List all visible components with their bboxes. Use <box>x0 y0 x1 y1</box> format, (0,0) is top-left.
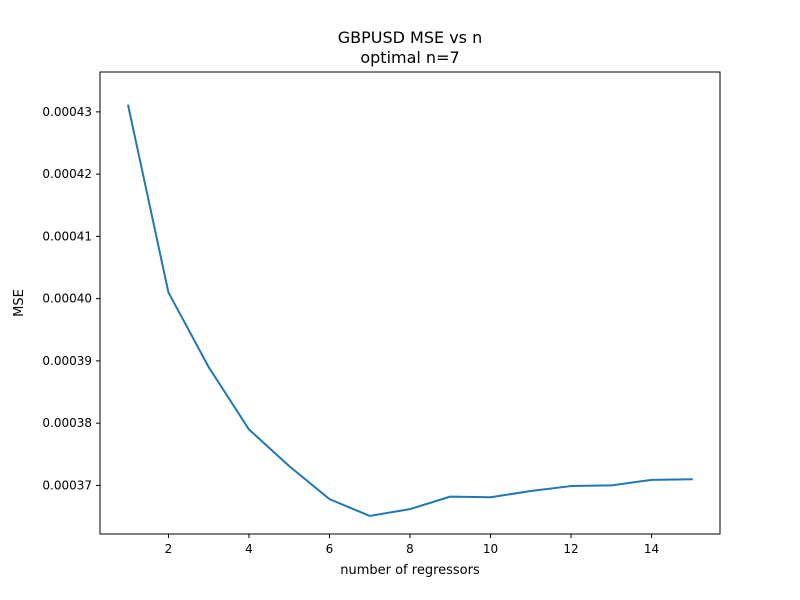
chart-title: GBPUSD MSE vs n <box>338 28 482 47</box>
y-tick-label: 0.00039 <box>42 354 92 368</box>
x-axis-ticks: 2 4 6 8 10 12 14 <box>165 534 659 556</box>
x-tick-label: 2 <box>165 542 173 556</box>
x-tick-label: 6 <box>326 542 334 556</box>
y-tick-label: 0.00038 <box>42 416 92 430</box>
series-line <box>126 104 693 517</box>
y-axis-label: MSE <box>12 289 27 317</box>
y-tick-label: 0.00042 <box>42 167 92 181</box>
plot-frame <box>99 71 721 535</box>
y-tick-label: 0.00041 <box>42 229 92 243</box>
x-tick-label: 12 <box>563 542 578 556</box>
x-tick-label: 8 <box>406 542 414 556</box>
x-axis-label: number of regressors <box>340 563 480 578</box>
series-layer <box>126 104 693 517</box>
x-tick-label: 14 <box>644 542 659 556</box>
x-tick-label: 10 <box>483 542 498 556</box>
y-tick-label: 0.00043 <box>42 105 92 119</box>
plot-area <box>100 72 720 534</box>
y-tick-label: 0.00040 <box>42 292 92 306</box>
y-tick-label: 0.00037 <box>42 478 92 492</box>
x-tick-label: 4 <box>245 542 253 556</box>
chart-subtitle: optimal n=7 <box>360 48 459 67</box>
y-axis-ticks: 0.00037 0.00038 0.00039 0.00040 0.00041 0.000… <box>42 105 100 492</box>
